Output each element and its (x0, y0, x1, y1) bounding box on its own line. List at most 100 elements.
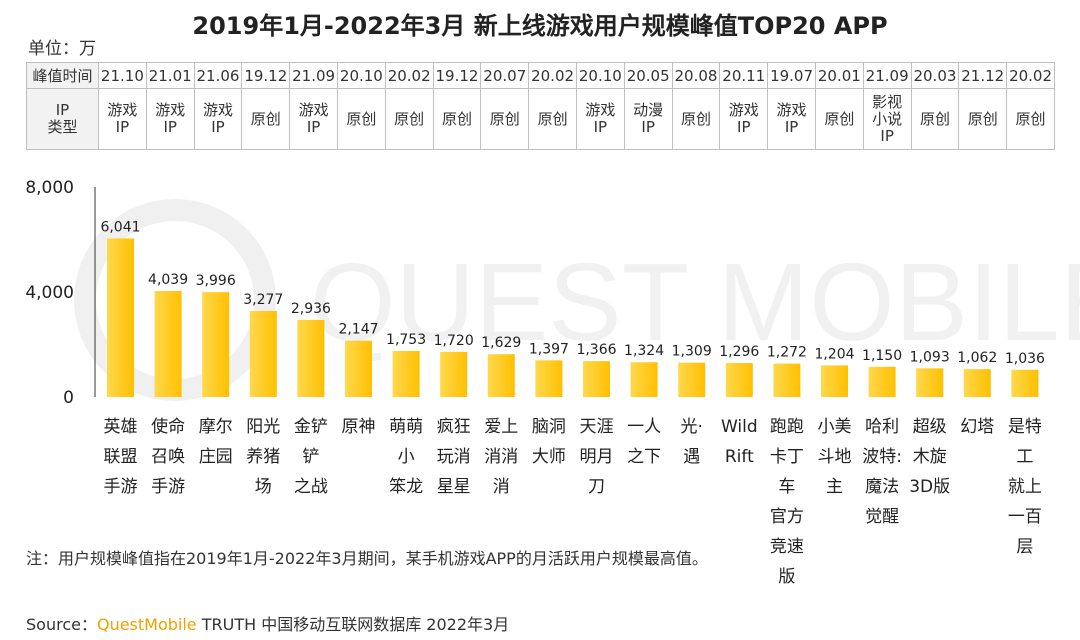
category-label: Wild Rift (720, 417, 758, 467)
category-label: 阳光 养猪 场 (246, 417, 281, 497)
bar (202, 292, 230, 397)
category-label: 一人 之下 (627, 417, 662, 467)
bar-value-label: 3,277 (243, 292, 283, 308)
peak-time-cell: 20.02 (1006, 62, 1055, 89)
category-label: 超级 木旋 3D版 (909, 417, 951, 497)
bar (1011, 369, 1039, 397)
category-label: 光· 遇 (680, 417, 703, 467)
y-tick-label: 8,000 (25, 178, 74, 198)
y-tick-label: 0 (63, 388, 74, 408)
peak-time-cell: 21.09 (862, 62, 912, 89)
peak-time-cell: 20.08 (671, 62, 721, 89)
peak-time-cell: 21.12 (958, 62, 1008, 89)
peak-time-cell: 19.07 (767, 62, 816, 89)
bar-value-label: 1,150 (862, 348, 902, 364)
bar-value-label: 1,720 (434, 333, 474, 349)
ip-type-cell: 原创 (432, 88, 482, 150)
ip-type-cell: 游戏 IP (767, 88, 816, 150)
source-brand: QuestMobile (96, 615, 197, 634)
peak-time-cell: 20.10 (575, 62, 625, 89)
bar (916, 368, 944, 397)
ip-type-cell: 游戏 IP (719, 88, 769, 150)
bar-value-label: 1,093 (910, 349, 950, 365)
peak-time-header: 峰值时间 (26, 62, 99, 89)
chart-title: 2019年1月-2022年3月 新上线游戏用户规模峰值TOP20 APP (192, 12, 888, 40)
ip-type-cell: 原创 (480, 88, 530, 150)
peak-time-cell: 21.01 (145, 62, 195, 89)
bar-value-label: 1,366 (576, 342, 616, 358)
bar (107, 238, 134, 397)
category-label: 小美 斗地 主 (817, 417, 852, 497)
category-label: 是特工 就上 一百层 (1007, 417, 1042, 557)
category-label: 萌萌 小 笨龙 (389, 417, 424, 497)
category-label: 脑洞 大师 (531, 417, 566, 467)
category-label: 原神 (341, 417, 376, 437)
peak-time-cell: 20.11 (719, 62, 769, 89)
bar-chart: 8,000 4,000 0 6,041 4,039 3,996 3,277 2,936 2,14… (25, 178, 1045, 408)
ip-type-cell: 原创 (1006, 88, 1055, 150)
bar-value-label: 1,272 (767, 345, 807, 361)
bar (249, 310, 277, 397)
ip-type-cell: 游戏 IP (145, 88, 195, 150)
category-label: 幻塔 (960, 417, 995, 437)
ip-type-cell: 游戏 IP (98, 88, 147, 150)
ip-type-cell: 原创 (384, 88, 434, 150)
bar-value-label: 1,204 (814, 346, 854, 362)
peak-time-cell: 19.12 (432, 62, 482, 89)
bar-value-label: 3,996 (196, 273, 236, 289)
category-label: 英雄 联盟 手游 (103, 417, 138, 497)
bar (963, 369, 991, 397)
bar (487, 354, 515, 397)
bar-value-label: 2,147 (338, 322, 378, 338)
bar (630, 362, 658, 397)
category-label: 跑跑 卡丁车 官方 竞速版 (769, 417, 804, 587)
category-label: 摩尔 庄园 (198, 417, 233, 467)
category-label: 哈利 波特: 魔法 觉醒 (862, 417, 902, 527)
peak-time-cell: 19.12 (241, 62, 291, 89)
y-tick-label: 4,000 (25, 283, 74, 303)
ip-type-cell: 游戏 IP (575, 88, 625, 150)
bar-value-label: 2,936 (291, 301, 331, 317)
footnote: 注：用户规模峰值指在2019年1月-2022年3月期间，某手机游戏APP的月活跃… (26, 549, 708, 568)
bar-value-label: 1,324 (624, 343, 664, 359)
peak-time-cell: 21.06 (193, 62, 243, 89)
peak-time-cell: 20.02 (384, 62, 434, 89)
unit-label: 单位：万 (28, 39, 96, 59)
source-suffix: TRUTH 中国移动互联网数据库 2022年3月 (196, 615, 510, 634)
category-label: 疯狂 玩消 星星 (436, 417, 471, 497)
ip-type-header: IP 类型 (26, 88, 99, 150)
bar (154, 290, 182, 397)
bar-value-label: 1,397 (529, 341, 569, 357)
bar (345, 340, 372, 397)
ip-type-cell: 原创 (671, 88, 721, 150)
ip-type-cell: 原创 (528, 88, 577, 150)
bar-value-label: 6,041 (100, 219, 140, 235)
peak-time-cell: 20.03 (910, 62, 960, 89)
bar (535, 360, 563, 397)
ip-type-cell: 游戏 IP (289, 88, 338, 150)
ip-type-cell: 原创 (814, 88, 864, 150)
source-line: Source：QuestMobile TRUTH 中国移动互联网数据库 2022… (26, 611, 509, 635)
bar-value-label: 1,296 (719, 344, 759, 360)
bar (297, 319, 325, 397)
info-table: 峰值时间 21.10 21.01 21.06 19.12 21.09 20.10 20.02… (26, 62, 1055, 150)
peak-time-cell: 20.02 (528, 62, 577, 89)
bar (773, 363, 801, 397)
ip-type-cell: 原创 (336, 88, 386, 150)
ip-type-cell: 影视 小说 IP (862, 88, 912, 150)
peak-time-cell: 21.10 (98, 62, 147, 89)
bar-value-label: 1,062 (957, 350, 997, 366)
bar (678, 362, 706, 397)
category-label: 天涯 明月 刀 (579, 417, 614, 497)
ip-type-cell: 游戏 IP (193, 88, 243, 150)
bar-value-label: 1,309 (672, 344, 712, 360)
source-prefix: Source： (26, 615, 97, 634)
peak-time-cell: 20.10 (336, 62, 386, 89)
bar (868, 366, 896, 397)
ip-type-cell: 原创 (958, 88, 1008, 150)
peak-time-cell: 20.07 (480, 62, 530, 89)
bar (440, 351, 468, 397)
category-label: 金铲 铲 之战 (293, 417, 328, 497)
ip-type-cell: 原创 (241, 88, 291, 150)
bar (821, 365, 848, 397)
